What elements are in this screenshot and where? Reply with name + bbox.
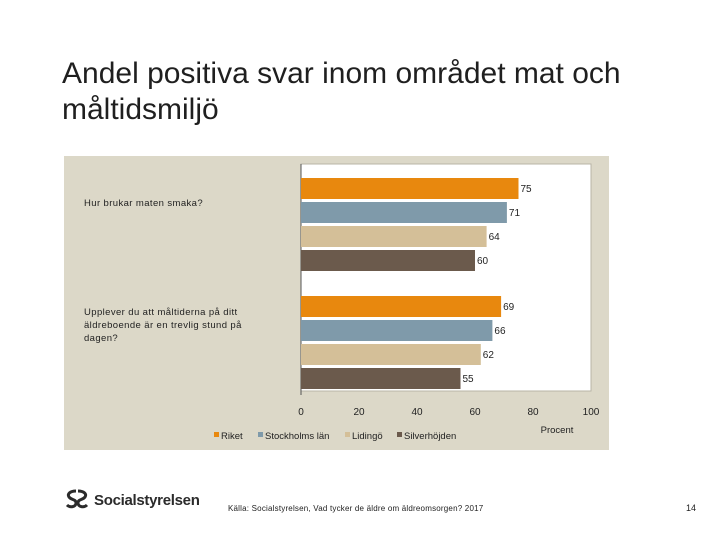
bar-1-4 <box>301 250 475 271</box>
category-label-taste: Hur brukar maten smaka? <box>84 198 204 209</box>
bar-value-label: 55 <box>463 374 475 385</box>
bar-value-label: 64 <box>489 232 501 243</box>
bar-value-label: 71 <box>509 208 521 219</box>
x-tick-label: 100 <box>583 407 600 418</box>
x-tick-label: 20 <box>353 407 365 418</box>
bar-value-label: 75 <box>521 184 533 195</box>
legend-label: Silverhöjden <box>404 431 456 442</box>
legend-swatch <box>214 432 219 437</box>
legend-swatch <box>258 432 263 437</box>
slide-title: Andel positiva svar inom området mat och… <box>62 57 621 126</box>
bar-chart: 75 71 64 60 69 66 62 55 0 20 40 60 80 100 Procent Rik… <box>214 163 600 442</box>
source-note: Källa: Socialstyrelsen, Vad tycker de äl… <box>228 504 484 513</box>
page-number: 14 <box>686 503 697 513</box>
legend-label: Stockholms län <box>265 431 329 442</box>
socialstyrelsen-emblem-icon <box>65 489 89 509</box>
legend-label: Riket <box>221 431 243 442</box>
bar-value-label: 60 <box>477 256 489 267</box>
bar-value-label: 69 <box>503 302 515 313</box>
bar-1-2 <box>301 202 507 223</box>
legend-label: Lidingö <box>352 431 383 442</box>
legend-swatch <box>345 432 350 437</box>
x-axis-label: Procent <box>541 425 574 436</box>
bar-2-1 <box>301 296 502 317</box>
bar-2-2 <box>301 320 493 341</box>
x-tick-label: 60 <box>469 407 481 418</box>
bar-value-label: 66 <box>494 326 506 337</box>
bar-2-3 <box>301 344 481 365</box>
bar-1-1 <box>301 178 519 199</box>
x-tick-label: 80 <box>527 407 539 418</box>
logo-text: Socialstyrelsen <box>94 491 200 509</box>
socialstyrelsen-logo: Socialstyrelsen <box>64 486 200 514</box>
bar-value-label: 62 <box>483 350 495 361</box>
bar-2-4 <box>301 368 461 389</box>
x-tick-label: 0 <box>298 407 304 418</box>
legend-swatch <box>397 432 402 437</box>
bar-1-3 <box>301 226 487 247</box>
category-label-mealtime: Upplever du att måltiderna på ditt äldre… <box>84 307 242 344</box>
x-tick-label: 40 <box>411 407 423 418</box>
